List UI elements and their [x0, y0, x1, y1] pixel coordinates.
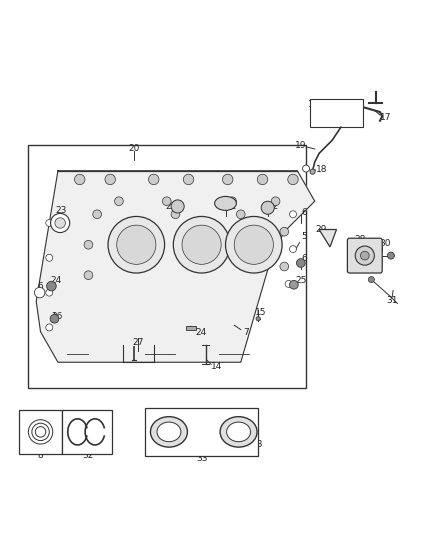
Circle shape	[223, 174, 233, 184]
Circle shape	[171, 210, 180, 219]
Circle shape	[388, 252, 394, 259]
Text: 29: 29	[316, 225, 327, 234]
Circle shape	[271, 197, 280, 206]
Text: 6: 6	[301, 207, 307, 216]
Text: 6: 6	[38, 281, 43, 290]
Circle shape	[115, 197, 123, 206]
Circle shape	[108, 216, 165, 273]
Text: 5: 5	[301, 232, 307, 241]
Ellipse shape	[215, 197, 237, 211]
Text: 16: 16	[308, 100, 320, 109]
Ellipse shape	[226, 422, 251, 442]
Text: 7: 7	[120, 229, 126, 238]
Circle shape	[46, 254, 53, 261]
Text: 31: 31	[386, 296, 398, 305]
Circle shape	[184, 174, 194, 184]
Circle shape	[148, 174, 159, 184]
Text: 24: 24	[50, 276, 61, 285]
Circle shape	[290, 280, 298, 289]
Circle shape	[46, 324, 53, 331]
Text: 28: 28	[355, 235, 366, 244]
Text: 21: 21	[226, 202, 237, 211]
Bar	[186, 326, 196, 329]
Circle shape	[173, 216, 230, 273]
Circle shape	[280, 262, 289, 271]
Circle shape	[93, 210, 102, 219]
Circle shape	[50, 213, 70, 232]
Circle shape	[285, 280, 292, 287]
Text: 15: 15	[254, 308, 266, 317]
Circle shape	[261, 201, 274, 214]
Circle shape	[117, 225, 156, 264]
Circle shape	[310, 169, 315, 174]
Circle shape	[50, 314, 59, 323]
Circle shape	[105, 174, 116, 184]
Text: 26: 26	[51, 312, 63, 321]
Bar	[28, 144, 306, 389]
Text: 8: 8	[38, 451, 43, 461]
Circle shape	[84, 240, 93, 249]
Text: 25: 25	[295, 276, 307, 285]
Text: 22: 22	[268, 202, 279, 211]
Circle shape	[256, 317, 260, 321]
Circle shape	[303, 165, 310, 172]
Circle shape	[257, 174, 268, 184]
Text: 23: 23	[56, 206, 67, 215]
Polygon shape	[319, 230, 336, 247]
Ellipse shape	[157, 422, 181, 442]
Circle shape	[237, 210, 245, 219]
Circle shape	[360, 251, 369, 260]
Text: 17: 17	[379, 113, 391, 122]
Text: 22: 22	[166, 202, 177, 211]
Text: 18: 18	[327, 104, 339, 114]
Text: 30: 30	[379, 239, 391, 248]
Circle shape	[46, 220, 53, 227]
Bar	[62, 410, 113, 454]
Circle shape	[288, 174, 298, 184]
Circle shape	[290, 246, 297, 253]
Circle shape	[234, 225, 273, 264]
Circle shape	[280, 228, 289, 236]
Text: 33: 33	[197, 454, 208, 463]
Bar	[311, 99, 363, 127]
Circle shape	[55, 218, 65, 228]
Circle shape	[35, 287, 45, 298]
Text: 19: 19	[295, 141, 307, 150]
Circle shape	[74, 174, 85, 184]
Circle shape	[290, 211, 297, 218]
Polygon shape	[36, 171, 315, 362]
Text: 27: 27	[133, 338, 144, 347]
Circle shape	[84, 271, 93, 279]
Text: 18: 18	[327, 115, 339, 124]
Circle shape	[368, 277, 374, 282]
Circle shape	[47, 281, 56, 291]
Circle shape	[46, 289, 53, 296]
Ellipse shape	[220, 417, 257, 447]
Circle shape	[355, 246, 374, 265]
Ellipse shape	[150, 417, 187, 447]
Circle shape	[226, 216, 282, 273]
Circle shape	[162, 197, 171, 206]
Circle shape	[228, 197, 237, 206]
Circle shape	[297, 259, 305, 268]
Text: 13: 13	[252, 440, 264, 449]
Text: 24: 24	[195, 328, 206, 337]
Text: 7: 7	[243, 328, 249, 337]
Text: 6: 6	[301, 254, 307, 263]
FancyBboxPatch shape	[347, 238, 382, 273]
Bar	[145, 408, 258, 456]
Bar	[19, 410, 62, 454]
Circle shape	[182, 225, 221, 264]
Circle shape	[171, 200, 184, 213]
Text: 18: 18	[315, 165, 327, 174]
Text: 14: 14	[211, 362, 223, 371]
Text: 32: 32	[82, 451, 93, 461]
Text: 20: 20	[128, 144, 140, 154]
